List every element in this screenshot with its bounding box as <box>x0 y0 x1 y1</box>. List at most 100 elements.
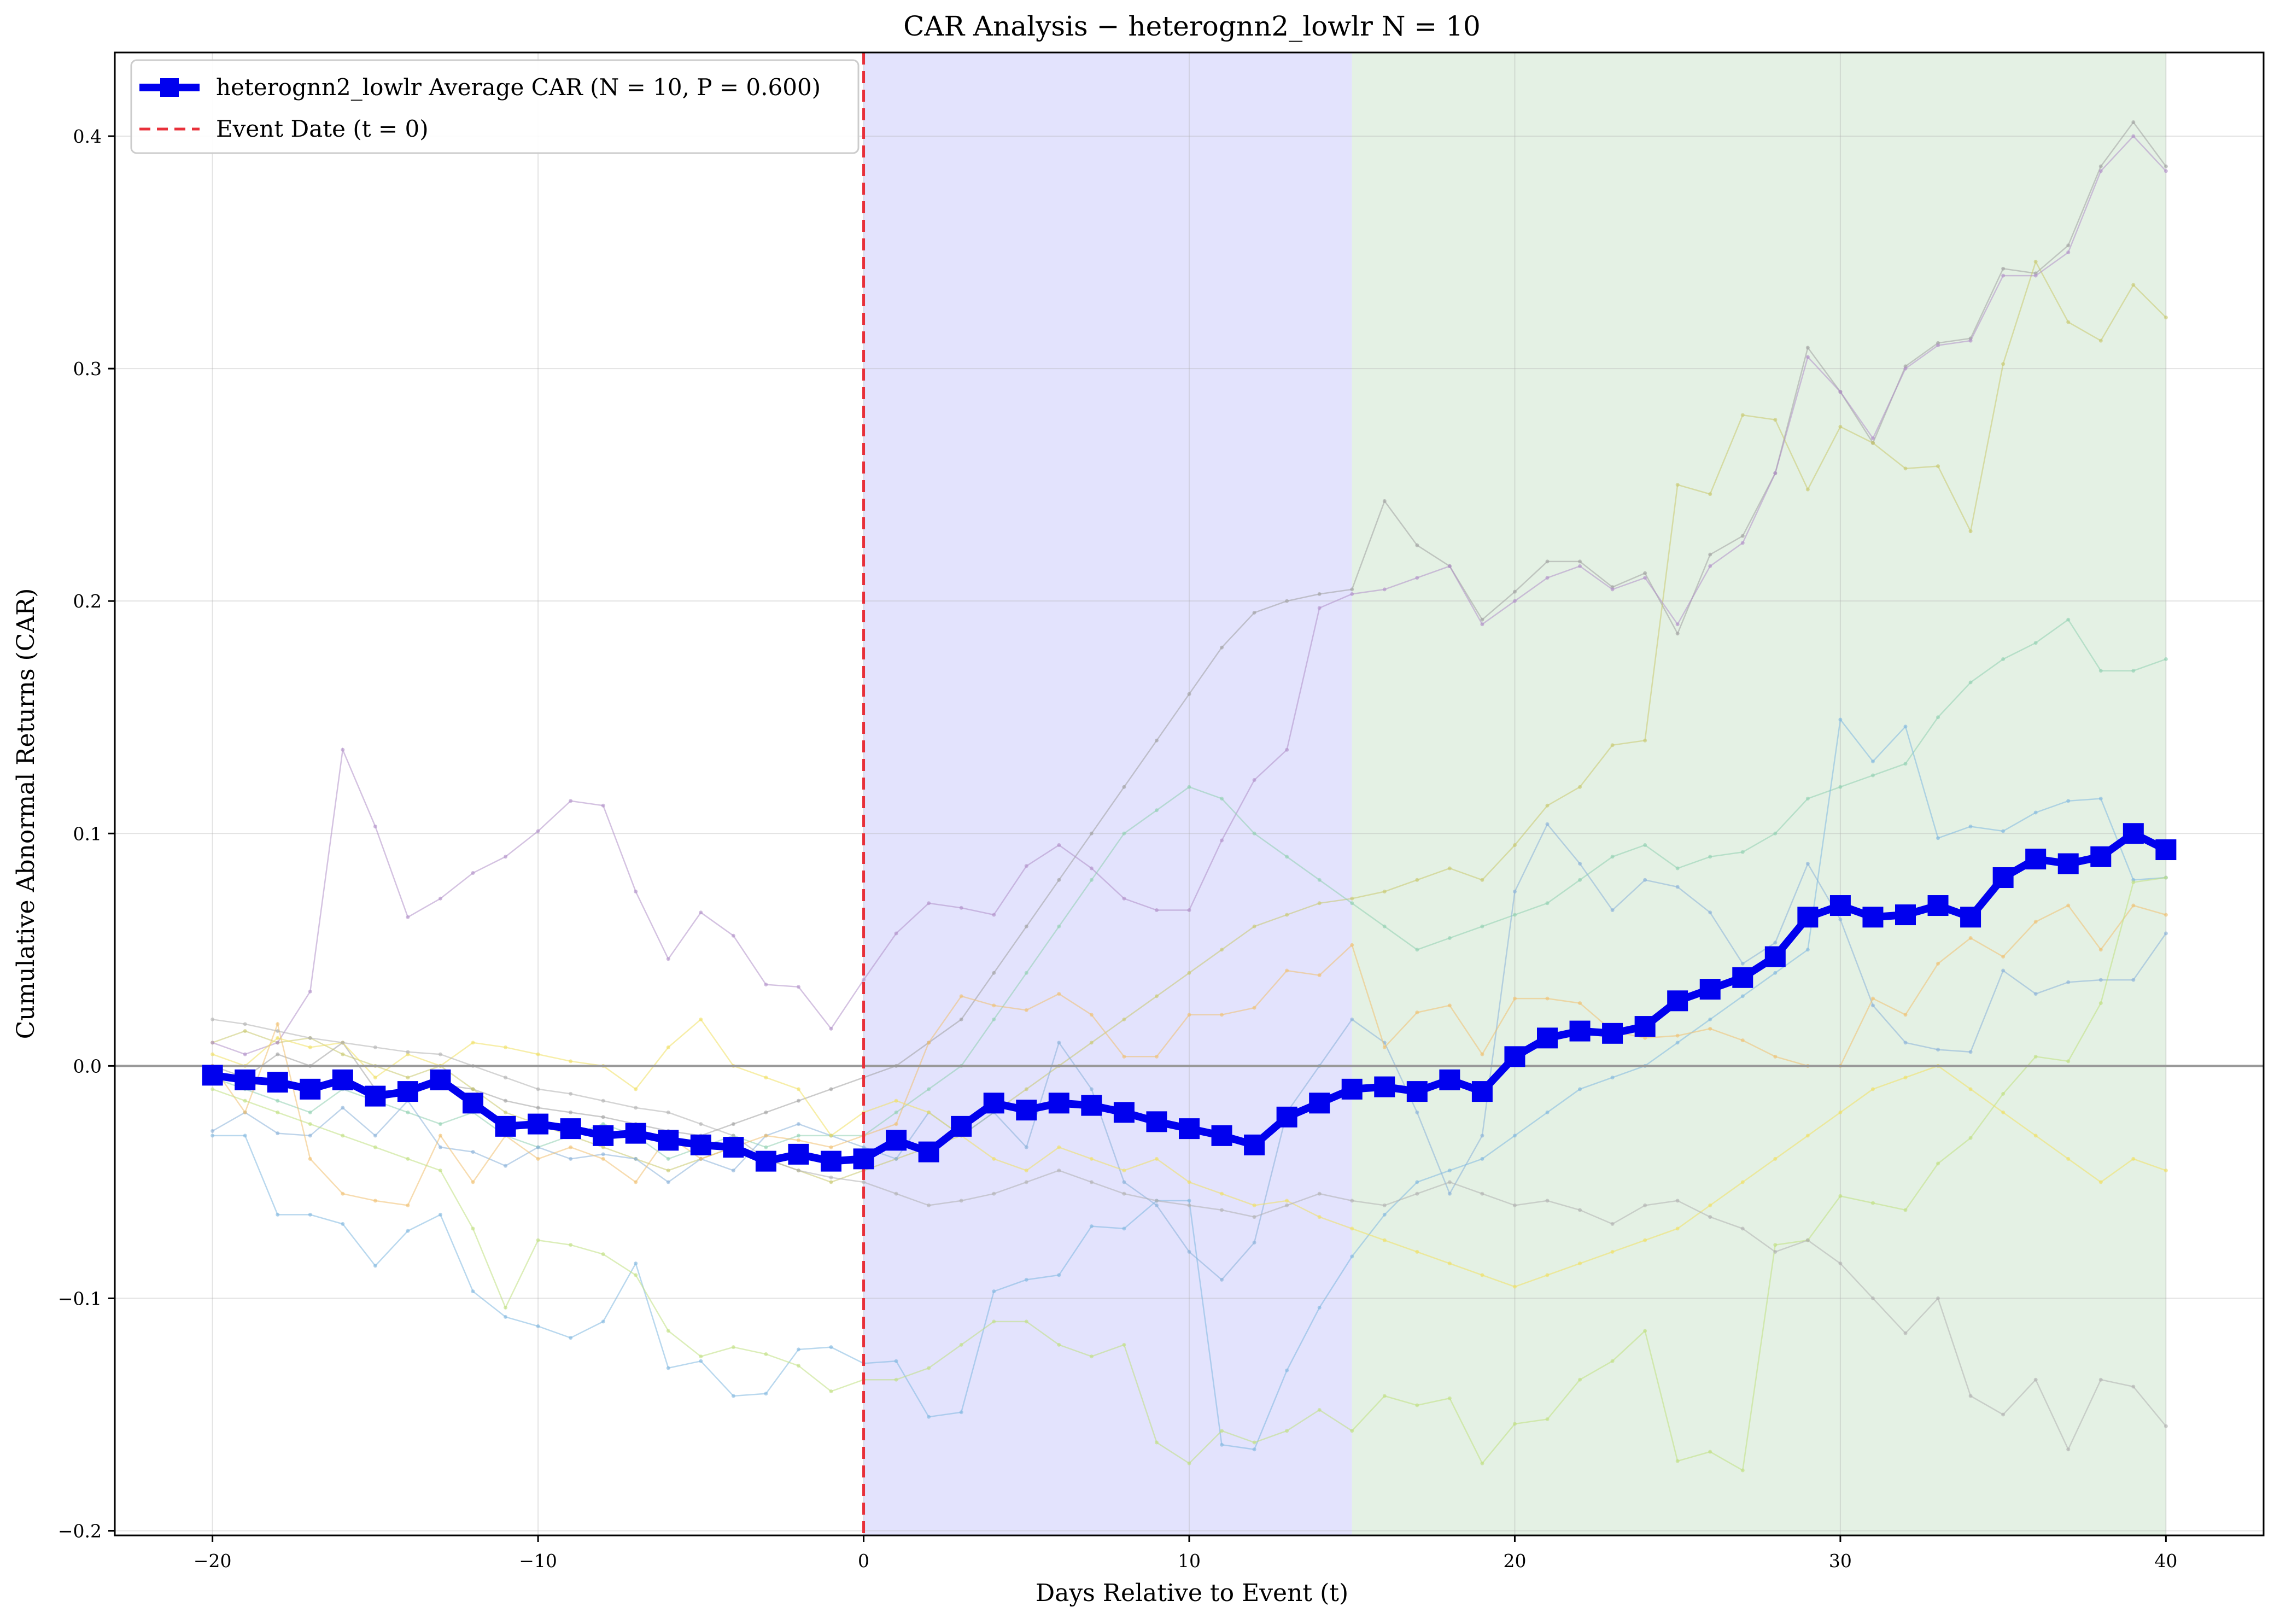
stock-series-point <box>1936 343 1940 348</box>
stock-series-point <box>536 1052 540 1056</box>
stock-series-point <box>1675 1459 1680 1463</box>
stock-series-point <box>1122 1169 1126 1173</box>
average-car-marker <box>593 1125 614 1146</box>
stock-series-point <box>1480 1191 1484 1196</box>
stock-series-point <box>1643 571 1647 575</box>
stock-series-point <box>2164 1169 2168 1173</box>
stock-series-point <box>2164 169 2168 173</box>
stock-series-point <box>2131 283 2136 287</box>
stock-series-point <box>1968 1394 1973 1398</box>
stock-series-point <box>211 1017 215 1021</box>
stock-series-point <box>2098 669 2103 673</box>
stock-series-point <box>1936 1296 1940 1300</box>
stock-series-point <box>2001 1412 2006 1417</box>
stock-series-point <box>634 890 638 894</box>
stock-series-point <box>1903 466 1908 471</box>
average-car-marker <box>1764 946 1786 967</box>
stock-series-point <box>1545 1199 1550 1203</box>
stock-series-point <box>569 1145 573 1149</box>
stock-series-point <box>1968 680 1973 685</box>
stock-series-point <box>1415 1191 1419 1196</box>
stock-series-point <box>438 1169 442 1173</box>
stock-series-point <box>829 1345 833 1350</box>
stock-series-point <box>1187 785 1191 789</box>
stock-series-point <box>1057 1145 1061 1149</box>
stock-series-point <box>308 1156 312 1161</box>
average-car-marker <box>1016 1100 1037 1121</box>
stock-series-point <box>731 1134 735 1138</box>
stock-series-point <box>1220 797 1224 801</box>
stock-series-point <box>796 1347 800 1352</box>
stock-series-point <box>1220 838 1224 843</box>
stock-series-point <box>894 1359 898 1363</box>
average-car-marker <box>690 1134 711 1155</box>
average-car-marker <box>1732 967 1753 988</box>
average-car-marker <box>430 1069 451 1090</box>
average-car-marker <box>1504 1046 1525 1067</box>
stock-series-point <box>731 1169 735 1173</box>
average-car-marker <box>1406 1081 1428 1102</box>
stock-series-point <box>1285 1199 1289 1203</box>
stock-series-point <box>1545 559 1550 564</box>
stock-series-point <box>829 1145 833 1149</box>
stock-series-point <box>634 1180 638 1184</box>
stock-series-point <box>2131 978 2136 982</box>
stock-series-point <box>1057 1273 1061 1277</box>
stock-series-point <box>341 1041 345 1045</box>
stock-series-point <box>1415 948 1419 952</box>
stock-series-point <box>959 1342 963 1347</box>
stock-series-point <box>1122 1226 1126 1231</box>
stock-series-point <box>894 1156 898 1161</box>
stock-series-point <box>1317 606 1322 610</box>
stock-series-point <box>862 978 866 982</box>
x-tick-label: −20 <box>194 1550 232 1572</box>
stock-series-point <box>1936 836 1940 840</box>
stock-series-point <box>1285 1429 1289 1433</box>
stock-series-point <box>1252 1440 1256 1445</box>
stock-series-point <box>276 1041 280 1045</box>
stock-series-point <box>1870 1087 1875 1091</box>
y-axis-title: Cumulative Abnormal Returns (CAR) <box>12 588 40 1039</box>
stock-series-point <box>1252 1240 1256 1245</box>
stock-series-point <box>1773 971 1778 975</box>
stock-series-point <box>1089 1087 1094 1091</box>
stock-series-point <box>927 1110 931 1114</box>
stock-series-point <box>1708 1215 1712 1219</box>
stock-series-point <box>1382 1045 1387 1049</box>
stock-series-point <box>1415 1180 1419 1184</box>
stock-series-point <box>341 747 345 752</box>
stock-series-point <box>341 1191 345 1196</box>
stock-series-point <box>1252 831 1256 836</box>
stock-series-point <box>1545 1273 1550 1277</box>
average-car-marker <box>1797 907 1819 928</box>
stock-series-point <box>341 1222 345 1226</box>
stock-series-point <box>1870 996 1875 1001</box>
average-car-marker <box>495 1115 516 1137</box>
stock-series-point <box>1187 692 1191 696</box>
stock-series-point <box>1154 1156 1159 1161</box>
stock-series-point <box>1089 1156 1094 1161</box>
stock-series-point <box>1187 908 1191 913</box>
stock-series-point <box>536 1238 540 1242</box>
stock-series-point <box>1838 785 1843 789</box>
stock-series-point <box>536 829 540 833</box>
stock-series-point <box>1350 1199 1354 1203</box>
stock-series-point <box>1154 1203 1159 1207</box>
average-car-marker <box>1146 1111 1167 1132</box>
stock-series-point <box>829 1134 833 1138</box>
y-tick-label: −0.1 <box>58 1288 102 1309</box>
stock-series-point <box>634 1273 638 1277</box>
stock-series-point <box>1089 1013 1094 1017</box>
stock-series-point <box>2033 1054 2038 1059</box>
stock-series-point <box>699 1359 703 1363</box>
stock-series-point <box>1382 1203 1387 1207</box>
stock-series-point <box>1968 936 1973 940</box>
stock-series-point <box>699 1156 703 1161</box>
stock-series-point <box>764 1145 768 1149</box>
stock-series-point <box>1545 576 1550 580</box>
stock-series-point <box>2033 641 2038 645</box>
stock-series-point <box>1415 1010 1419 1015</box>
stock-series-point <box>1480 1134 1484 1138</box>
stock-series-point <box>1578 1377 1582 1382</box>
average-car-marker <box>1699 979 1721 1000</box>
